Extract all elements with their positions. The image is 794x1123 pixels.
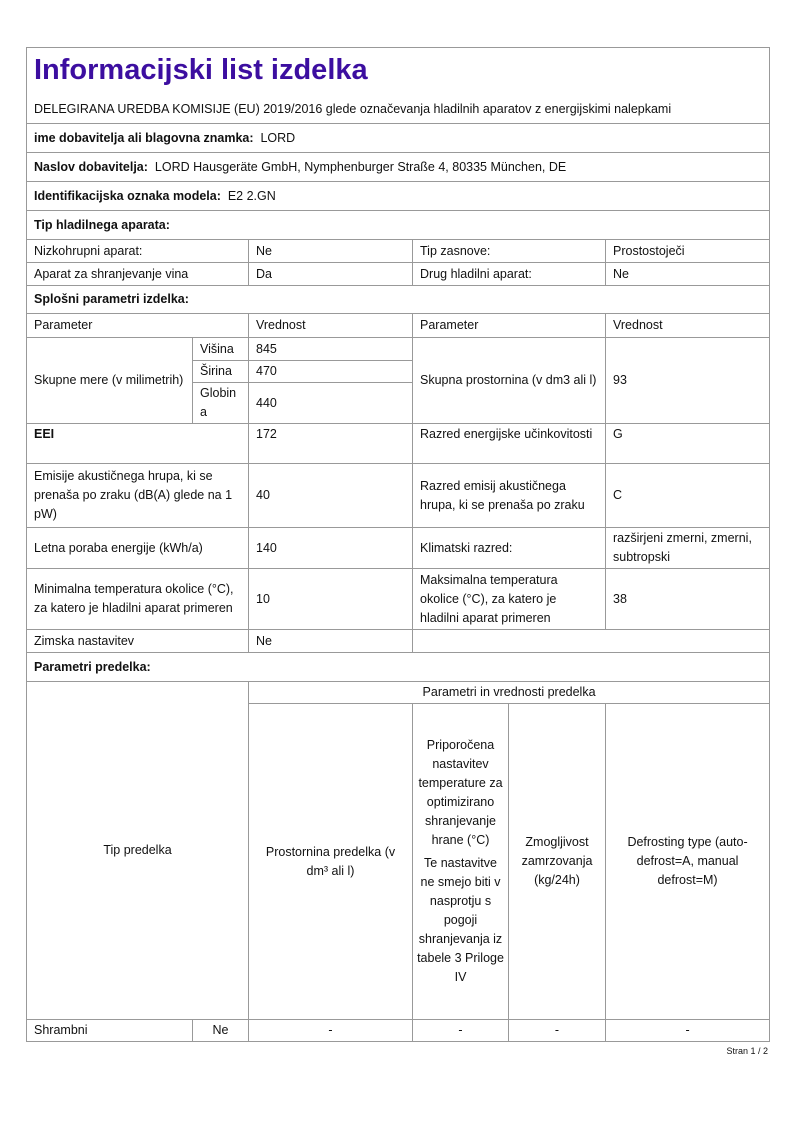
type-row: Nizkohrupni aparat: Ne Tip zasnove: Prostos… xyxy=(26,239,771,263)
general-row: Letna poraba energije (kWh/a) 140 Klimatsk… xyxy=(26,527,771,569)
compartment-row: Shrambni Ne - - - - xyxy=(26,1019,771,1042)
compartment-section-heading: Parametri predelka: xyxy=(25,652,771,682)
page-number: Stran 1 / 2 xyxy=(726,1046,768,1056)
general-row: Minimalna temperatura okolice (°C), za k… xyxy=(26,568,771,630)
dimensions-row: Skupne mere (v milimetrih) Višina 845 Skupn… xyxy=(26,337,771,424)
type-section-heading: Tip hladilnega aparata: xyxy=(25,210,771,240)
compartment-type-header: Tip predelka xyxy=(26,681,249,1020)
winter-row: Zimska nastavitev Ne xyxy=(26,629,771,653)
general-section-heading: Splošni parametri izdelka: xyxy=(25,285,771,314)
general-row: EEI 172 Razred energijske učinkovitosti G xyxy=(26,423,771,464)
product-info-sheet: Informacijski list izdelka DELEGIRANA UR… xyxy=(25,47,771,1042)
general-header-row: Parameter Vrednost Parameter Vrednost xyxy=(26,313,771,338)
supplier-row: ime dobavitelja ali blagovna znamka: LOR… xyxy=(25,123,771,153)
address-row: Naslov dobavitelja: LORD Hausgeräte GmbH… xyxy=(25,152,771,182)
compartment-group-header: Parametri in vrednosti predelka xyxy=(247,681,771,704)
type-row: Aparat za shranjevanje vina Da Drug hladil… xyxy=(26,262,771,286)
page-title: Informacijski list izdelka xyxy=(25,47,771,96)
general-row: Emisije akustičnega hrupa, ki se prenaša… xyxy=(26,463,771,528)
regulation-subtitle: DELEGIRANA UREDBA KOMISIJE (EU) 2019/201… xyxy=(25,95,771,124)
model-row: Identifikacijska oznaka modela: E2 2.GN xyxy=(25,181,771,211)
